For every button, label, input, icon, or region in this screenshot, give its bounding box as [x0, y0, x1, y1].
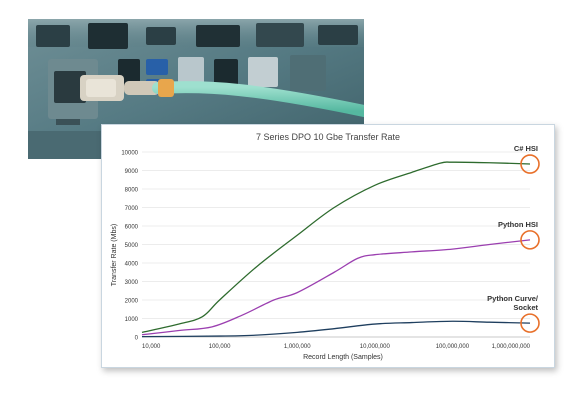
y-tick-label: 9000	[125, 169, 139, 175]
y-tick-label: 4000	[125, 262, 139, 268]
y-tick-label: 1000	[125, 317, 139, 323]
x-tick-label: 100,000	[209, 344, 231, 350]
chart-card: 7 Series DPO 10 Gbe Transfer Rate Transf…	[101, 124, 555, 368]
highlight-circle-icon	[520, 230, 540, 250]
grid-lines	[142, 151, 530, 338]
x-tick-labels: 10,000 100,000 1,000,000 10,000,000 100,000,…	[142, 344, 531, 350]
x-tick-label: 1,000,000,000	[492, 344, 531, 350]
y-tick-label: 8000	[125, 188, 139, 194]
series-lines	[141, 161, 531, 338]
annotations: C# HSI Python HSI Python Curve/Socket	[487, 144, 540, 333]
y-tick-label: 3000	[125, 280, 139, 286]
series-line	[141, 239, 531, 336]
series-line	[141, 161, 531, 334]
x-tick-label: 10,000	[142, 344, 161, 350]
x-tick-label: 1,000,000	[284, 344, 311, 350]
y-axis-label: Transfer Rate (Mbs)	[111, 224, 118, 286]
series-line	[141, 320, 531, 338]
highlight-circle-icon	[520, 154, 540, 174]
y-tick-label: 0	[135, 336, 139, 342]
y-tick-label: 5000	[125, 243, 139, 249]
chart-title: 7 Series DPO 10 Gbe Transfer Rate	[256, 132, 400, 142]
series-end-label: Python HSI	[498, 220, 538, 229]
series-end-label: Socket	[513, 303, 538, 312]
transfer-rate-chart: 7 Series DPO 10 Gbe Transfer Rate Transf…	[111, 132, 540, 361]
y-tick-labels: 0 1000 2000 3000 4000 5000 6000 7000 8000 9000 100…	[121, 151, 138, 342]
y-tick-label: 2000	[125, 299, 139, 305]
series-end-label: C# HSI	[514, 144, 538, 153]
x-tick-label: 100,000,000	[436, 344, 470, 350]
y-tick-label: 7000	[125, 206, 139, 212]
series-end-label: Python Curve/	[487, 294, 539, 303]
x-tick-label: 10,000,000	[360, 344, 391, 350]
y-tick-label: 10000	[121, 151, 138, 157]
x-axis-label: Record Length (Samples)	[303, 354, 383, 361]
y-tick-label: 6000	[125, 225, 139, 231]
highlight-circle-icon	[520, 313, 540, 333]
